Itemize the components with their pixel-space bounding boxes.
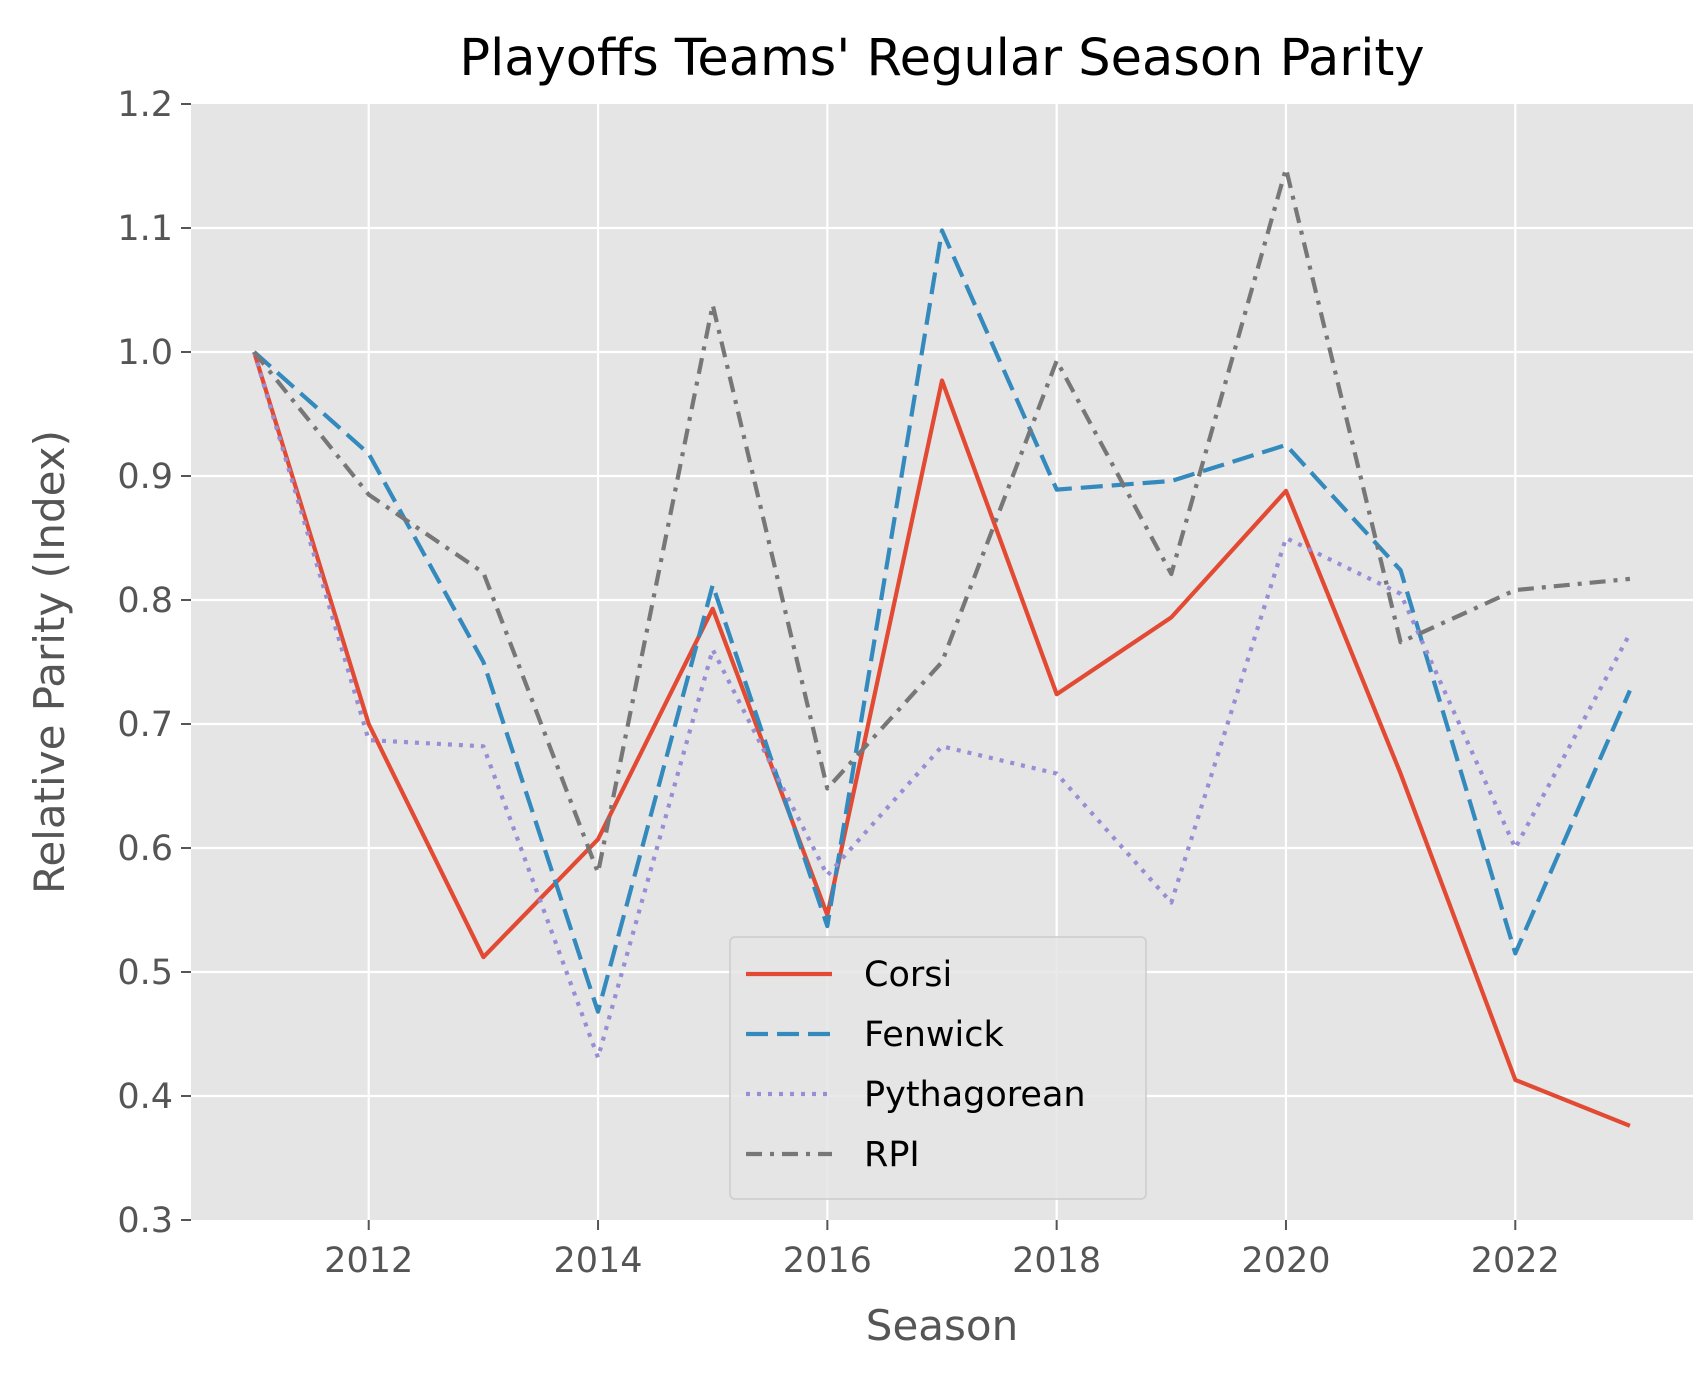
y-axis-label: Relative Parity (Index) [25,430,74,894]
series-layer [252,166,1632,1128]
series-line-pythagorean [252,351,1632,1060]
y-tick-label: 0.7 [117,705,173,745]
legend-box [729,936,1147,1200]
series-line-fenwick [252,228,1632,1014]
y-tick-label: 0.5 [117,953,173,993]
x-tick-label: 2022 [1471,1241,1560,1281]
x-tick-label: 2016 [783,1241,872,1281]
legend-label-fenwick: Fenwick [864,1015,1005,1055]
x-tick-label: 2014 [553,1241,642,1281]
x-tick-label: 2020 [1241,1241,1330,1281]
series-line-rpi [252,166,1631,875]
y-tick-label: 0.6 [117,829,173,869]
y-tick-label: 1.0 [117,333,173,373]
y-tick-label: 1.1 [117,209,173,249]
y-tick-label: 0.8 [117,581,173,621]
y-axis: 0.3 0.4 0.5 0.6 0.7 0.8 0.9 1.0 1.1 1.2 [117,85,191,1241]
x-tick-label: 2012 [324,1241,413,1281]
legend-label-rpi: RPI [864,1135,920,1175]
y-tick-label: 0.4 [117,1077,173,1117]
x-axis: 2012 2014 2016 2018 2020 2022 [324,1220,1560,1281]
legend: Corsi Fenwick Pythagorean RPI [729,936,1147,1200]
y-tick-label: 1.2 [117,85,173,125]
legend-label-corsi: Corsi [864,955,952,995]
y-tick-label: 0.3 [117,1201,173,1241]
y-tick-label: 0.9 [117,457,173,497]
chart-title: Playoffs Teams' Regular Season Parity [459,29,1424,88]
series-line-corsi [252,351,1631,1128]
x-tick-label: 2018 [1012,1241,1101,1281]
legend-label-pythagorean: Pythagorean [864,1075,1086,1115]
x-axis-label: Season [866,1301,1018,1350]
